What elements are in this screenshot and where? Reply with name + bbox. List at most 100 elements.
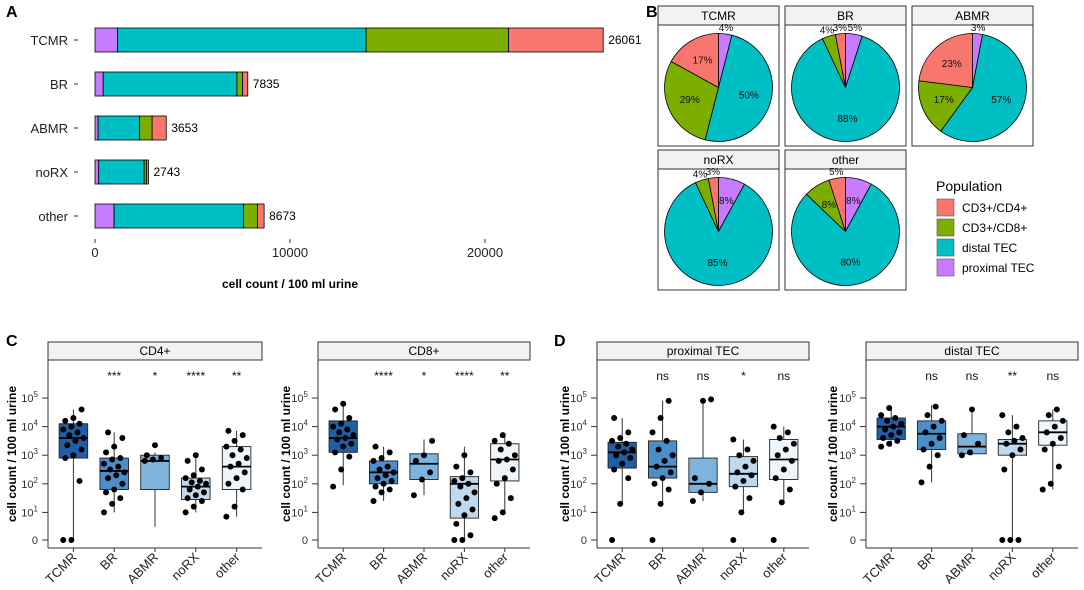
significance-norx: *	[741, 369, 746, 383]
point-other-7	[782, 446, 789, 453]
panel-label-b: B	[646, 4, 658, 21]
significance-norx: ****	[186, 369, 205, 383]
point-br-11	[649, 429, 656, 436]
y-tick-1e4: 104	[570, 419, 587, 434]
point-br-4	[380, 480, 387, 487]
x-tick-label-tcmr: TCMR	[860, 550, 897, 587]
point-norx-3	[453, 520, 460, 527]
point-other-4	[1049, 440, 1056, 447]
y-tick-1e3: 103	[291, 447, 308, 462]
bar-segment-tcmr-distal-tec	[117, 27, 367, 53]
pie-slice-abmr-cd3-cd8	[918, 80, 974, 132]
point-tcmr-12	[68, 423, 75, 430]
point-br-6	[922, 429, 929, 436]
point-tcmr-3	[880, 435, 887, 442]
box-abmr	[688, 457, 718, 493]
pie-label-br-cd3-cd4: 3%	[833, 23, 848, 34]
facet-title-distal-tec: distal TEC	[944, 344, 999, 358]
point-norx-15	[461, 452, 468, 459]
pie-label-abmr-proximal-tec: 3%	[971, 23, 986, 34]
bar-segment-other-distal-tec	[113, 203, 244, 229]
x-tick-label-norx: noRX	[985, 549, 1019, 583]
y-tick-1e4: 104	[21, 419, 38, 434]
bar-segment-norx-cd3-cd4	[146, 159, 149, 185]
bar-total-label-abmr: 3653	[171, 121, 198, 135]
pie-label-br-distal-tec: 88%	[837, 114, 857, 125]
bar-total-label-other: 8673	[269, 209, 296, 223]
significance-br: ns	[656, 369, 669, 383]
pie-label-br-cd3-cd8: 4%	[820, 25, 835, 36]
point-br-6	[653, 463, 660, 470]
point-tcmr-11	[60, 426, 67, 433]
box-other	[221, 446, 252, 490]
point-norx-13	[467, 469, 474, 476]
pie-slice-other-cd3-cd4	[828, 177, 846, 232]
y-tick-label-norx: noRX	[35, 165, 68, 180]
point-tcmr-6	[613, 452, 620, 459]
x-tick-label-norx: noRX	[168, 549, 202, 583]
point-other-7	[235, 460, 242, 467]
legend-label-cd3-cd8: CD3+/CD8+	[962, 221, 1027, 235]
pie-strip-tcmr	[657, 5, 780, 26]
point-br-1	[657, 500, 664, 507]
facet-title-cd4: CD4+	[139, 344, 170, 358]
y-tick-0: 0	[32, 535, 38, 547]
y-axis-label: cell count / 100 ml urine	[279, 386, 293, 522]
pie-slice-tcmr-cd3-cd8	[664, 60, 719, 141]
pie-slice-br-cd3-cd4	[834, 33, 846, 88]
bar-segment-other-proximal-tec	[94, 203, 115, 229]
point-br-16	[119, 435, 126, 442]
significance-abmr: *	[153, 369, 158, 383]
point-other-4	[780, 466, 787, 473]
x-axis-label: cell count / 100 ml urine	[222, 277, 358, 291]
point-br-0	[370, 497, 377, 504]
point-br-9	[655, 446, 662, 453]
point-br-17	[105, 429, 112, 436]
point-norx-6	[186, 486, 193, 493]
bar-total-label-norx: 2743	[153, 165, 180, 179]
pie-label-norx-cd3-cd4: 3%	[706, 167, 721, 178]
pie-label-norx-distal-tec: 85%	[708, 258, 728, 269]
legend-label-distal-tec: distal TEC	[962, 241, 1017, 255]
point-tcmr-4	[340, 443, 347, 450]
point-norx-4	[1009, 452, 1016, 459]
point-br-14	[372, 443, 379, 450]
point-other-7	[503, 456, 510, 463]
pie-panel-norx: noRX 8% 85% 4%3%	[657, 149, 780, 291]
y-tick-1e3: 103	[570, 447, 587, 462]
point-other-10	[1053, 406, 1060, 413]
y-tick-1e2: 102	[21, 476, 38, 491]
point-tcmr-0	[609, 537, 616, 543]
point-norx-3	[184, 495, 191, 502]
point-tcmr-15	[340, 400, 347, 407]
point-br-8	[121, 469, 128, 476]
point-other-3	[1041, 446, 1048, 453]
point-tcmr-3	[62, 455, 69, 462]
pie-label-br-proximal-tec: 5%	[848, 23, 863, 34]
point-br-2	[386, 486, 393, 493]
pie-label-abmr-cd3-cd4: 23%	[942, 59, 962, 70]
legend-swatch-distal-tec	[936, 238, 955, 257]
point-abmr-3	[412, 457, 419, 464]
point-norx-0	[730, 537, 737, 543]
point-tcmr-5	[78, 446, 85, 453]
point-br-13	[117, 455, 124, 462]
point-other-14	[225, 427, 232, 434]
point-abmr-2	[158, 455, 165, 462]
point-other-6	[774, 452, 781, 459]
point-norx-6	[734, 469, 741, 476]
significance-br: ****	[374, 369, 393, 383]
bar-segment-tcmr-cd3-cd8	[365, 27, 509, 53]
point-abmr-2	[427, 469, 434, 476]
significance-norx: ****	[455, 369, 474, 383]
point-br-4	[659, 475, 666, 482]
y-tick-1e1: 101	[21, 504, 38, 519]
point-br-0	[101, 509, 107, 516]
bar-segment-tcmr-cd3-cd4	[508, 27, 604, 53]
point-norx-1	[459, 537, 466, 543]
pie-label-other-distal-tec: 80%	[840, 257, 860, 268]
point-abmr-4	[969, 406, 975, 413]
point-br-12	[109, 456, 116, 463]
point-tcmr-7	[890, 423, 897, 430]
x-tick-label-abmr: ABMR	[672, 550, 709, 587]
